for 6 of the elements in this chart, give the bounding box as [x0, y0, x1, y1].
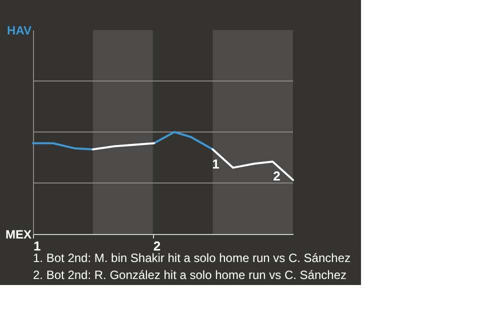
text: 1. Bot 2nd: M. bin Shakir hit a solo home run vs C. Sánchez — [33, 251, 350, 265]
annotation: 1 — [212, 156, 220, 172]
text: 2. Bot 2nd: R. González hit a solo home run vs C. Sánchez — [33, 268, 346, 282]
text: MEX — [5, 228, 32, 242]
text: HAV — [7, 24, 32, 38]
annotation: 2 — [273, 168, 280, 184]
